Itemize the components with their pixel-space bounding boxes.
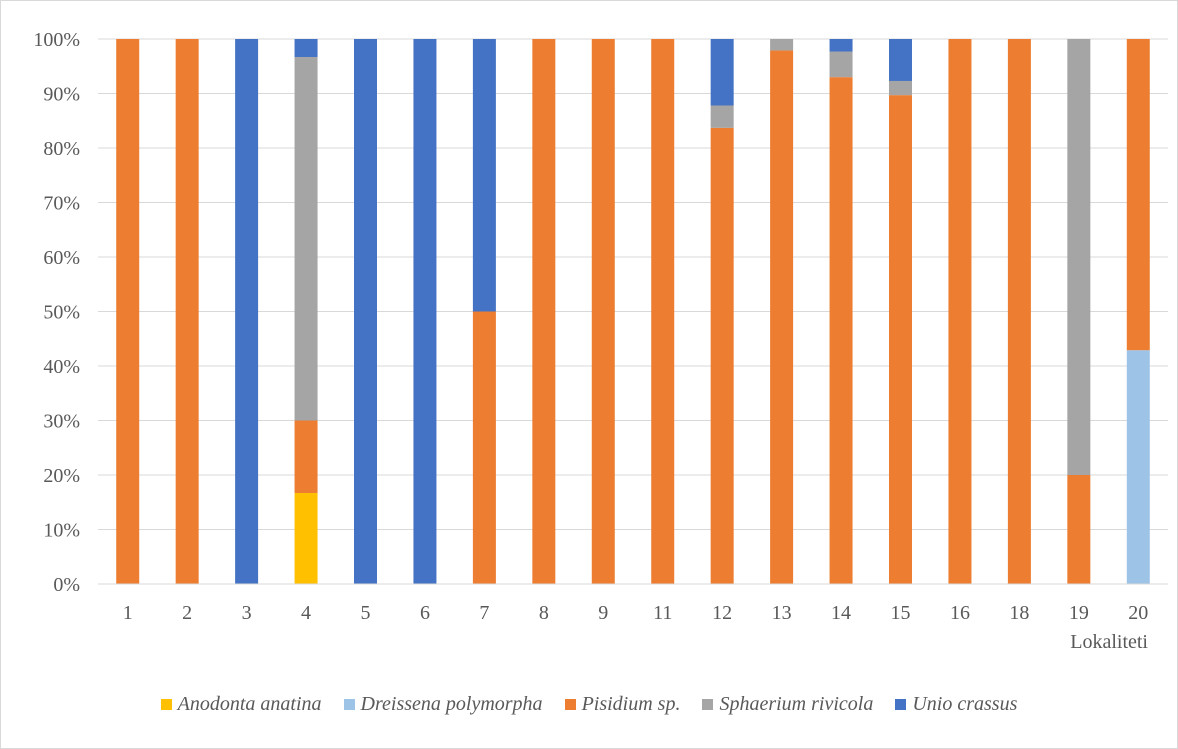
bar-segment-unio-crassus [235, 39, 259, 584]
gridlines [98, 38, 1168, 530]
bar-segment-pisidium-sp [948, 39, 972, 584]
legend: Anodonta anatina Dreissena polymorpha Pisi… [0, 693, 1178, 716]
x-tick-label: 8 [539, 602, 549, 624]
bar-segment-pisidium-sp [1126, 39, 1150, 351]
x-tick-label: 1 [123, 602, 133, 624]
bar-segment-pisidium-sp [472, 311, 496, 584]
legend-swatch [564, 699, 576, 710]
bar-segment-unio-crassus [710, 39, 734, 106]
y-tick-label: 90% [43, 84, 80, 106]
x-tick-label: 2 [182, 602, 192, 624]
x-tick-label: 4 [301, 602, 311, 624]
x-axis-title: Lokaliteti [1070, 631, 1148, 653]
x-tick-label: 19 [1069, 602, 1089, 624]
legend-swatch [160, 699, 172, 710]
legend-item: Unio crassus [895, 693, 1017, 716]
legend-item: Anodonta anatina [160, 693, 322, 716]
y-tick-label: 40% [43, 356, 80, 378]
x-tick-label: 9 [598, 602, 608, 624]
bar-segment-unio-crassus [829, 39, 853, 52]
bar-segment-pisidium-sp [829, 77, 853, 585]
x-tick-label: 6 [420, 602, 430, 624]
legend-label: Anodonta anatina [177, 693, 322, 715]
x-tick-label: 16 [950, 602, 970, 624]
legend-item: Dreissena polymorpha [343, 693, 543, 716]
legend-swatch [702, 699, 714, 710]
bar-segment-pisidium-sp [591, 39, 615, 584]
y-tick-label: 50% [43, 302, 80, 324]
x-tick-label: 14 [831, 602, 851, 624]
bar-segment-unio-crassus [889, 39, 912, 81]
y-tick-label: 80% [43, 138, 80, 160]
bar-segment-unio-crassus [354, 39, 377, 584]
y-tick-label: 60% [43, 247, 80, 269]
y-tick-label: 100% [33, 29, 80, 51]
x-tick-label: 12 [712, 602, 732, 624]
bar-segment-pisidium-sp [175, 39, 199, 584]
bar-segment-sphaerium-rivicola [294, 56, 318, 421]
x-tick-label: 15 [891, 602, 911, 624]
bar-segment-pisidium-sp [710, 127, 734, 585]
legend-label: Unio crassus [912, 693, 1018, 715]
bar-segment-unio-crassus [472, 39, 496, 312]
bar-segment-sphaerium-rivicola [710, 105, 734, 128]
x-tick-label: 20 [1128, 602, 1148, 624]
x-tick-label: 13 [772, 602, 792, 624]
bars [116, 39, 1150, 585]
y-axis-tick-labels: 0% 10% 20% 30% 40% 50% 60% 70% 80% 90% 100% [33, 29, 80, 596]
x-tick-label: 3 [242, 602, 252, 624]
bar-segment-pisidium-sp [889, 95, 912, 584]
bar-segment-unio-crassus [413, 39, 437, 584]
x-tick-label: 11 [653, 602, 672, 624]
y-tick-label: 70% [43, 193, 80, 215]
legend-label: Dreissena polymorpha [360, 693, 543, 715]
legend-swatch [343, 699, 355, 710]
bar-segment-dreissena-polymorpha [1126, 350, 1150, 584]
bar-segment-pisidium-sp [294, 420, 318, 493]
x-axis-tick-labels: 1 2 3 4 5 6 7 8 9 11 12 13 14 15 16 18 19 20 [123, 602, 1149, 624]
x-tick-label: 7 [479, 602, 489, 624]
y-tick-label: 20% [43, 465, 80, 487]
x-tick-label: 5 [361, 602, 371, 624]
bar-segment-pisidium-sp [1067, 475, 1091, 584]
bar-segment-pisidium-sp [116, 39, 140, 584]
bar-segment-sphaerium-rivicola [829, 51, 853, 78]
bar-segment-pisidium-sp [651, 39, 675, 584]
legend-item: Pisidium sp. [564, 693, 681, 716]
bar-segment-anodonta-anatina [294, 492, 318, 584]
y-tick-label: 10% [43, 520, 80, 542]
bar-segment-unio-crassus [294, 39, 318, 57]
bar-segment-sphaerium-rivicola [889, 80, 912, 96]
bar-segment-sphaerium-rivicola [1067, 39, 1091, 475]
bar-segment-pisidium-sp [770, 50, 794, 584]
legend-label: Sphaerium rivicola [719, 693, 874, 715]
legend-swatch [895, 699, 907, 710]
bar-segment-sphaerium-rivicola [770, 39, 794, 51]
bar-segment-pisidium-sp [532, 39, 556, 584]
bar-segment-pisidium-sp [1007, 39, 1031, 584]
y-tick-label: 0% [53, 574, 80, 596]
legend-item: Sphaerium rivicola [702, 693, 873, 716]
y-tick-label: 30% [43, 411, 80, 433]
x-tick-label: 18 [1009, 602, 1029, 624]
legend-label: Pisidium sp. [581, 693, 681, 715]
